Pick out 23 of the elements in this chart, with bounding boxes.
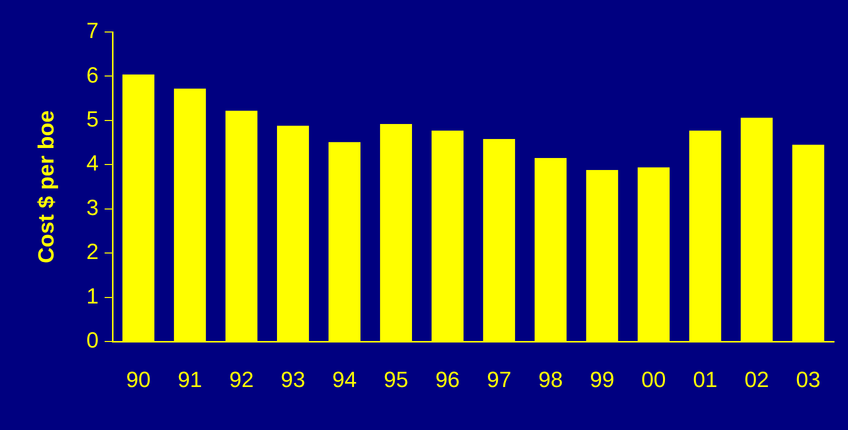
x-tick-label: 01: [692, 366, 718, 392]
x-tick-label: 02: [744, 366, 769, 392]
x-tick-label: 98: [538, 366, 563, 392]
x-tick-label: 99: [590, 366, 614, 392]
x-tick-label: 00: [641, 366, 666, 392]
x-tick-label: 91: [178, 366, 202, 392]
x-tick-label: 03: [796, 366, 820, 392]
y-tick-label: 3: [86, 194, 99, 220]
x-tick-label: 97: [486, 366, 512, 392]
y-tick-label: 2: [86, 239, 99, 264]
x-tick-label: 92: [229, 366, 254, 392]
y-tick-label: 5: [86, 106, 99, 132]
y-tick-label: 7: [86, 18, 99, 44]
y-tick-label: 0: [86, 328, 99, 353]
y-tick-label: 4: [86, 150, 99, 176]
y-tick-label: 6: [86, 62, 99, 88]
y-axis-title: Cost $ per boe: [33, 110, 58, 264]
x-tick-label: 94: [332, 366, 357, 392]
x-tick-label: 93: [280, 366, 306, 392]
x-tick-label: 90: [126, 366, 151, 392]
y-tick-label: 1: [86, 283, 99, 308]
x-tick-label: 95: [384, 366, 408, 392]
x-tick-label: 96: [435, 366, 460, 392]
